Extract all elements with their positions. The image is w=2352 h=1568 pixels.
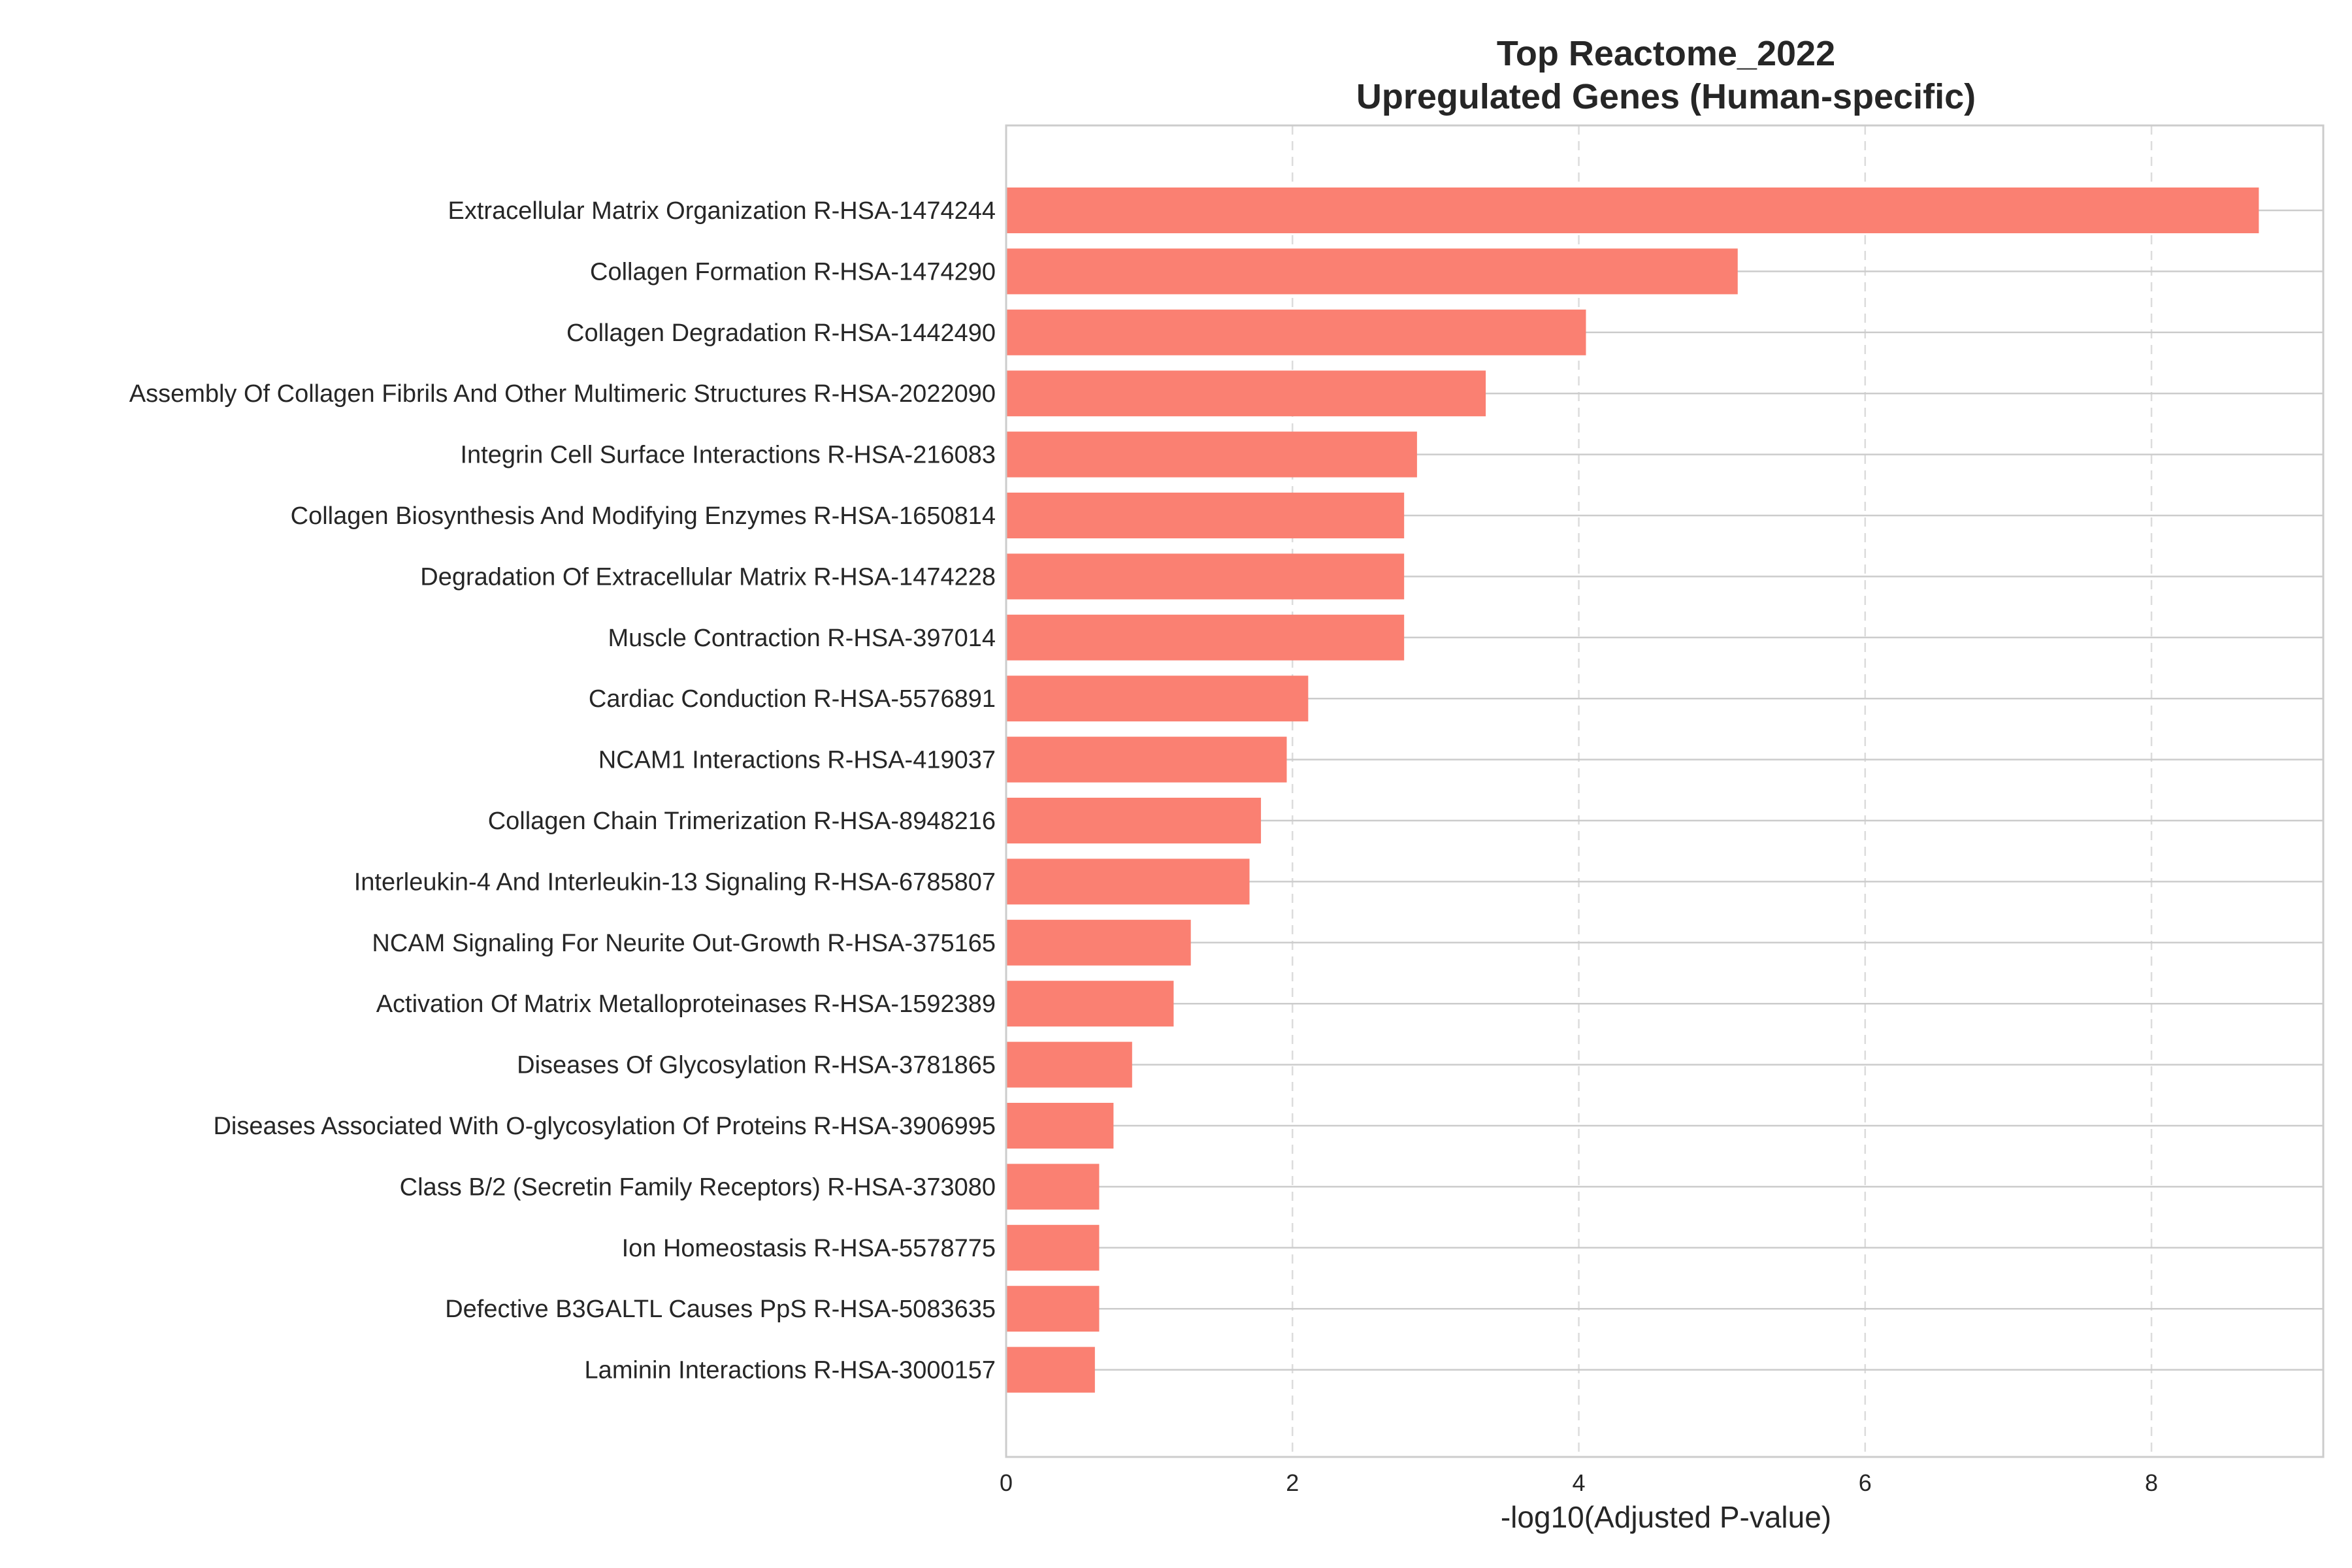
bar <box>1006 1041 1132 1088</box>
category-label: Collagen Chain Trimerization R-HSA-89482… <box>488 808 996 835</box>
axes-frame <box>1005 124 2325 1458</box>
chart-title-line-1: Top Reactome_2022 <box>1497 34 1835 73</box>
bar <box>1006 736 1287 783</box>
x-tick-label: 6 <box>1859 1469 1872 1496</box>
x-tick-label: 8 <box>2145 1469 2158 1496</box>
category-label: Diseases Associated With O-glycosylation… <box>213 1113 996 1140</box>
category-label: Integrin Cell Surface Interactions R-HSA… <box>460 442 996 469</box>
bar <box>1006 1347 1095 1393</box>
bar <box>1006 1286 1100 1332</box>
bar <box>1006 798 1262 843</box>
bar <box>1006 248 1738 295</box>
x-axis-label: -log10(Adjusted P-value) <box>1501 1500 1831 1534</box>
category-label: Collagen Degradation R-HSA-1442490 <box>566 319 996 347</box>
x-tick-label: 4 <box>1573 1469 1586 1496</box>
bar <box>1006 1164 1100 1210</box>
category-label: Muscle Contraction R-HSA-397014 <box>608 625 996 652</box>
bar <box>1006 981 1174 1027</box>
category-label: Extracellular Matrix Organization R-HSA-… <box>448 197 996 225</box>
bar <box>1006 919 1191 966</box>
category-label: Diseases Of Glycosylation R-HSA-3781865 <box>517 1052 996 1079</box>
bar <box>1006 1103 1114 1149</box>
bar <box>1006 676 1309 722</box>
bars <box>1006 188 2259 1393</box>
category-label: Ion Homeostasis R-HSA-5578775 <box>622 1235 996 1262</box>
category-label: Activation Of Matrix Metalloproteinases … <box>376 990 996 1018</box>
category-label: Collagen Biosynthesis And Modifying Enzy… <box>291 502 996 530</box>
category-label: Interleukin-4 And Interleukin-13 Signali… <box>354 868 996 896</box>
category-label: Collagen Formation R-HSA-1474290 <box>590 258 996 286</box>
bar <box>1006 614 1405 661</box>
category-label: Laminin Interactions R-HSA-3000157 <box>585 1357 996 1384</box>
category-label: Cardiac Conduction R-HSA-5576891 <box>589 685 996 713</box>
category-label: NCAM1 Interactions R-HSA-419037 <box>598 747 996 774</box>
bar <box>1006 858 1250 905</box>
category-label: NCAM Signaling For Neurite Out-Growth R-… <box>372 930 996 957</box>
x-tick-label: 2 <box>1286 1469 1299 1496</box>
bar <box>1006 309 1586 355</box>
x-tick-label: 0 <box>1000 1469 1013 1496</box>
bar <box>1006 493 1405 538</box>
category-label: Assembly Of Collagen Fibrils And Other M… <box>129 380 996 408</box>
bar <box>1006 370 1486 417</box>
bar <box>1006 188 2259 233</box>
category-label: Class B/2 (Secretin Family Receptors) R-… <box>400 1173 996 1201</box>
category-label: Degradation Of Extracellular Matrix R-HS… <box>420 563 996 591</box>
bar <box>1006 431 1417 478</box>
bar <box>1006 553 1405 600</box>
bar <box>1006 1224 1100 1271</box>
category-label: Defective B3GALTL Causes PpS R-HSA-50836… <box>445 1296 996 1323</box>
y-axis-labels: Extracellular Matrix Organization R-HSA-… <box>129 197 996 1384</box>
chart-title-line-2: Upregulated Genes (Human-specific) <box>1356 77 1976 116</box>
x-axis-ticks: 0 2 4 6 8 <box>1000 1469 2158 1496</box>
